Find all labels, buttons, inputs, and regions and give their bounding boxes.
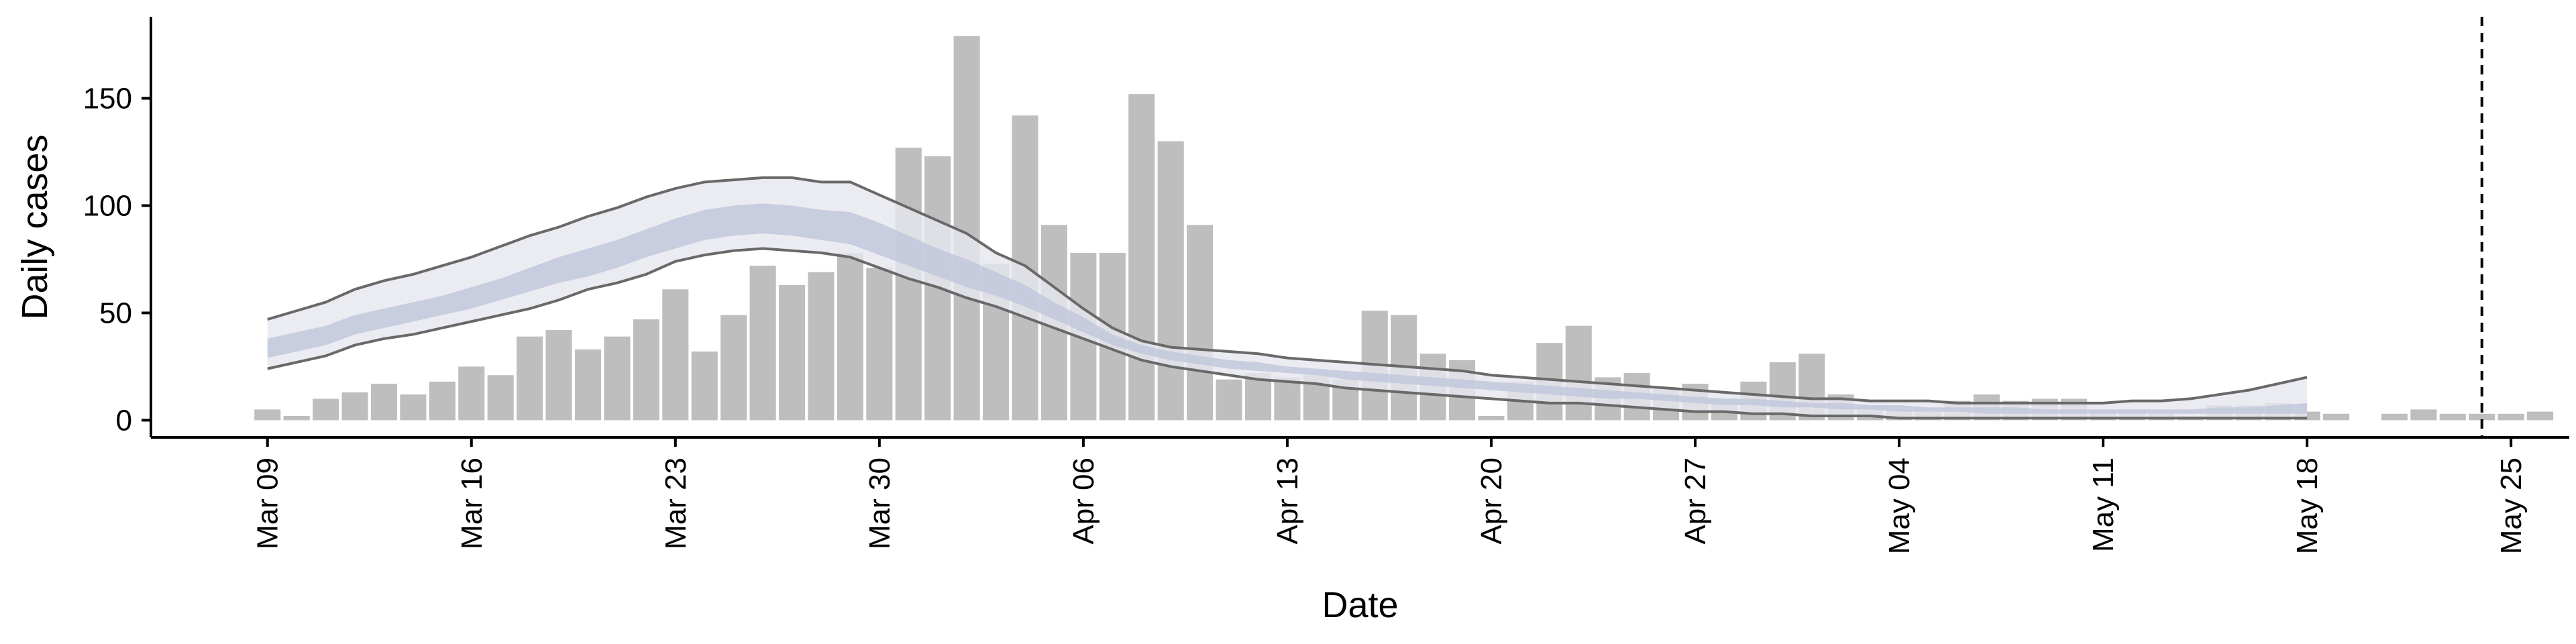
bar [953,36,980,421]
bar [487,375,514,421]
bar [779,284,806,421]
x-tick-label: May 04 [1883,458,1916,554]
bar [866,268,893,421]
bar [633,319,659,421]
bar [574,349,602,421]
bar [837,252,863,421]
bar [254,409,281,421]
x-tick-label: Mar 30 [863,458,896,549]
x-tick-label: Mar 09 [252,458,284,549]
y-axis-title: Daily cases [15,134,55,319]
bar [895,148,922,421]
bar [808,272,835,421]
bar [662,289,689,421]
y-tick-label: 50 [99,297,132,329]
bar [2469,413,2496,421]
y-tick-label: 150 [83,83,132,115]
bar [400,394,427,421]
bar [2381,413,2408,421]
bar [691,352,718,421]
model-fit-bands [267,176,2308,420]
x-tick-label: Apr 20 [1475,458,1508,545]
bar [1478,416,1505,421]
x-tick-label: May 18 [2291,458,2324,554]
bar [545,330,572,421]
x-tick-label: May 11 [2087,458,2120,552]
y-tick-label: 0 [116,404,132,437]
axis-ticks: 0 50 100 150 Mar 09 Mar 16 Mar 23 Mar 30 Apr 06 A… [83,83,2528,555]
bar [1187,225,1214,421]
x-tick-label: Mar 16 [455,458,488,549]
bar [2439,413,2466,421]
inner-interval-band [267,203,2308,414]
bar [2498,413,2524,421]
x-tick-label: Apr 13 [1271,458,1304,545]
chart-axes [150,17,2569,439]
bar [1128,94,1155,421]
bar [720,315,747,421]
bar [2527,411,2554,421]
x-tick-label: May 25 [2495,458,2528,554]
bar [2410,409,2437,421]
bar [458,366,485,421]
bar [370,384,398,421]
x-tick-label: Mar 23 [659,458,692,549]
bar [341,392,368,421]
x-axis-title: Date [1322,585,1398,625]
bar [1157,141,1184,421]
bar [749,266,776,421]
bar [604,336,631,421]
bar [283,416,310,421]
bar [2322,413,2350,421]
y-tick-label: 100 [83,190,132,223]
outer-band-lower-line [267,247,2308,420]
bar [1274,377,1301,421]
bar [429,381,455,421]
bar [517,336,543,421]
outer-band-upper-line [267,176,2308,405]
x-tick-label: Apr 27 [1679,458,1712,545]
x-tick-label: Apr 06 [1067,458,1100,545]
bar [1216,379,1242,421]
outer-interval-band [267,177,2308,419]
bar [1565,325,1592,421]
bar [313,398,339,421]
